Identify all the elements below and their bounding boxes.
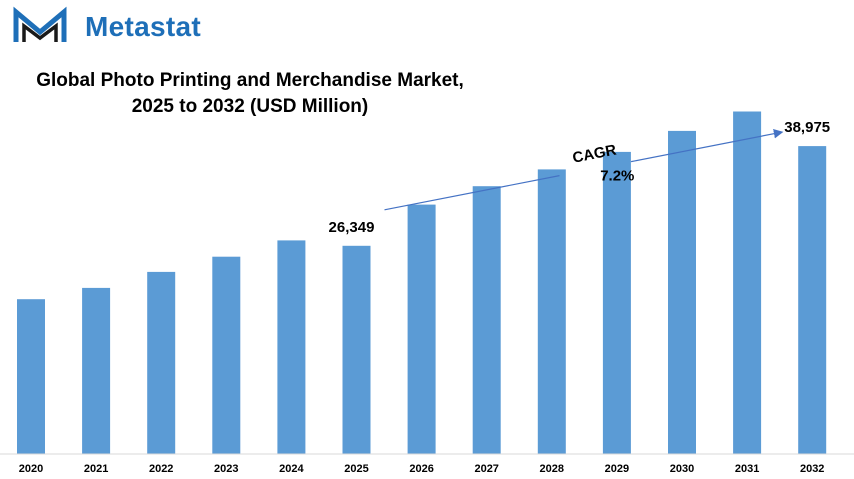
chart-title-line-1: Global Photo Printing and Merchandise Ma… xyxy=(36,70,464,91)
cagr-arrow-line-end xyxy=(630,128,784,163)
bar-2030 xyxy=(668,130,696,454)
data-label-2032: 38,975 xyxy=(784,119,830,136)
brand-logo: Metastat xyxy=(10,6,240,48)
bar-2023 xyxy=(212,256,241,454)
bar-2031 xyxy=(733,111,762,454)
x-tick-label-2020: 2020 xyxy=(19,463,43,475)
data-labels: 26,349 38,975 xyxy=(329,119,831,236)
x-tick-label-2030: 2030 xyxy=(670,463,694,475)
x-tick-label-2026: 2026 xyxy=(409,463,433,475)
x-tick-label-2027: 2027 xyxy=(474,463,498,475)
bar-2029 xyxy=(602,151,631,454)
bar-2025 xyxy=(342,245,371,454)
x-tick-label-2023: 2023 xyxy=(214,463,238,475)
bar-series xyxy=(17,111,827,454)
bar-2022 xyxy=(147,271,176,454)
x-axis-ticks: 2020 2021 2022 2023 2024 2025 2026 2027 2028 2029… xyxy=(19,463,825,475)
x-tick-label-2031: 2031 xyxy=(735,463,759,475)
chart-title: Global Photo Printing and Merchandise Ma… xyxy=(0,68,500,120)
data-label-2025: 26,349 xyxy=(329,219,375,236)
x-tick-label-2029: 2029 xyxy=(605,463,629,475)
bar-2024 xyxy=(277,240,306,454)
cagr-value: 7.2% xyxy=(600,168,634,185)
x-tick-label-2028: 2028 xyxy=(540,463,564,475)
x-tick-label-2022: 2022 xyxy=(149,463,173,475)
x-tick-label-2032: 2032 xyxy=(800,463,824,475)
bar-2020 xyxy=(17,299,45,454)
x-tick-label-2024: 2024 xyxy=(279,463,304,475)
x-tick-label-2025: 2025 xyxy=(344,463,368,475)
x-tick-label-2021: 2021 xyxy=(84,463,108,475)
bar-2028 xyxy=(537,169,566,454)
bar-2032 xyxy=(798,146,827,454)
cagr-arrow-line-start xyxy=(384,175,560,211)
chart-title-line-2: 2025 to 2032 (USD Million) xyxy=(131,96,369,117)
bar-2027 xyxy=(472,186,501,454)
brand-name: Metastat xyxy=(85,11,201,42)
bar-2026 xyxy=(407,204,436,454)
bar-2021 xyxy=(82,287,111,454)
metastat-m-logo-icon xyxy=(13,6,67,42)
